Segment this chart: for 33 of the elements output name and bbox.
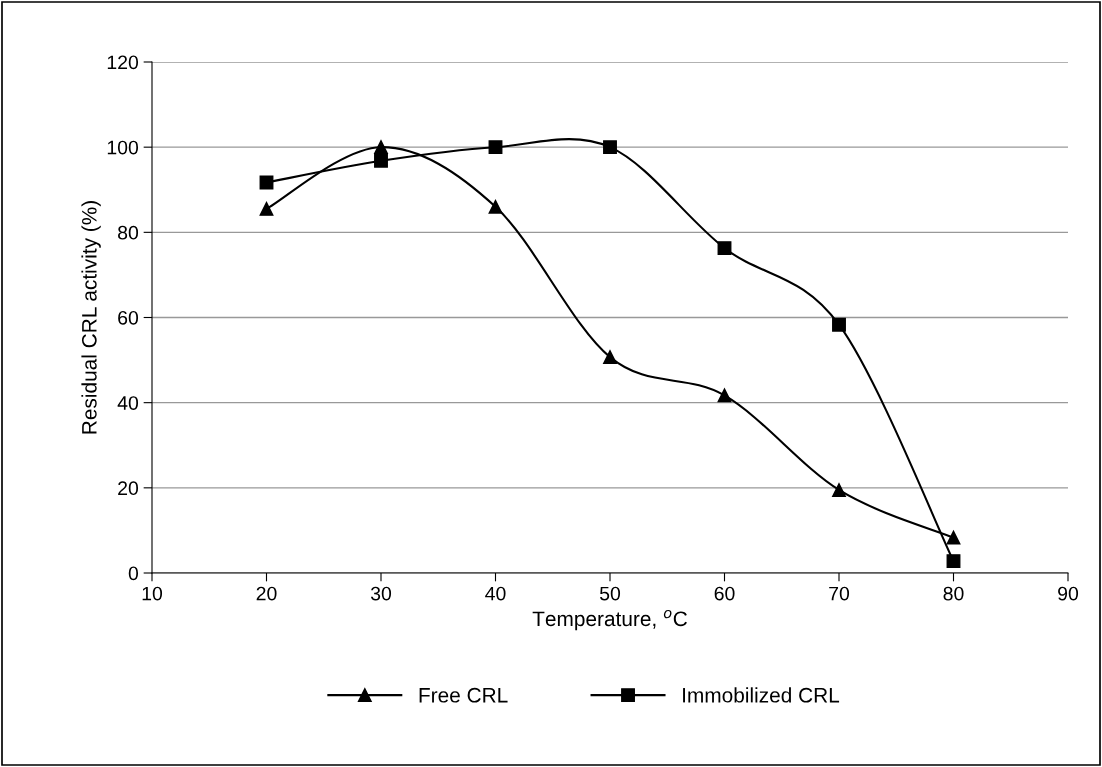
- x-tick-label: 10: [142, 586, 163, 601]
- point: [488, 140, 503, 155]
- point: [717, 388, 732, 403]
- point: [832, 483, 846, 497]
- x-tick-label: 20: [256, 586, 277, 601]
- legend-label: Immobilized CRL: [683, 687, 840, 703]
- y-tick-label: 60: [118, 310, 139, 325]
- x-tick-label: 50: [599, 586, 621, 601]
- y-tick-label: 20: [118, 481, 139, 496]
- y-tick-label: 80: [118, 225, 139, 240]
- y-tick-label: 0: [128, 566, 139, 581]
- x-tick-label: 30: [370, 586, 392, 601]
- point: [603, 140, 617, 155]
- point: [488, 199, 503, 214]
- point: [374, 153, 388, 168]
- point: [259, 201, 274, 216]
- point: [946, 554, 961, 569]
- point: [603, 350, 617, 365]
- x-tick-label: 60: [714, 586, 735, 601]
- y-axis-title: Residual CRL activity (%): [81, 201, 101, 434]
- y-tick-label: 100: [107, 140, 139, 155]
- y-tick-label: 120: [107, 55, 139, 70]
- point: [946, 530, 961, 545]
- x-tick-label: 80: [943, 586, 964, 601]
- y-tick-label: 40: [117, 396, 139, 410]
- x-tick-label: 40: [485, 586, 506, 601]
- point: [832, 317, 846, 332]
- point: [717, 241, 732, 256]
- x-tick-label: 90: [1058, 586, 1079, 601]
- x-tick-label: 70: [829, 586, 850, 601]
- x-axis-title: Temperature, $^{o}$C: [532, 609, 687, 631]
- legend-label: Free CRL: [419, 687, 508, 703]
- point: [374, 140, 388, 155]
